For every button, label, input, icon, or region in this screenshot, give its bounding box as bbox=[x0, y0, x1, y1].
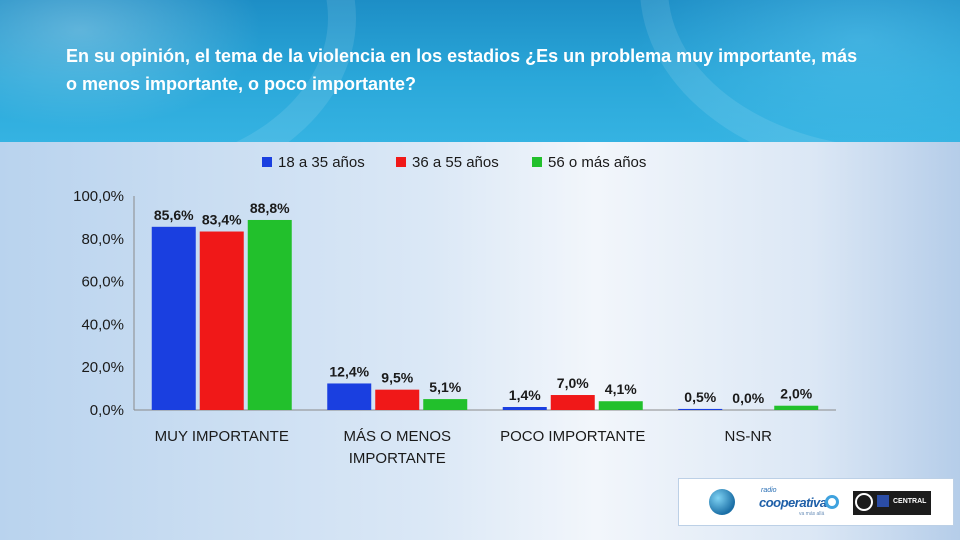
legend-swatch bbox=[262, 157, 272, 167]
data-label: 85,6% bbox=[154, 207, 194, 223]
university-square-icon bbox=[877, 495, 889, 507]
university-seal-icon bbox=[855, 493, 873, 511]
header-banner bbox=[0, 0, 960, 142]
y-tick-label: 20,0% bbox=[81, 359, 124, 376]
bar bbox=[151, 226, 196, 410]
globe-logo-icon bbox=[709, 489, 735, 515]
data-label: 1,4% bbox=[509, 387, 541, 403]
data-label: 0,5% bbox=[684, 389, 716, 405]
data-label: 2,0% bbox=[780, 386, 812, 402]
data-label: 5,1% bbox=[429, 379, 461, 395]
bar bbox=[774, 405, 819, 410]
bar-chart: 18 a 35 años 36 a 55 años 56 o más años 0,0… bbox=[73, 154, 836, 467]
data-label: 88,8% bbox=[250, 200, 290, 216]
cooperativa-logo: radio cooperativa va más allá bbox=[759, 487, 843, 519]
bar bbox=[423, 399, 468, 410]
y-tick-label: 60,0% bbox=[81, 274, 124, 291]
y-tick-label: 0,0% bbox=[90, 402, 124, 419]
data-label: 4,1% bbox=[605, 381, 637, 397]
bar bbox=[598, 401, 643, 410]
cooperativa-logo-text: cooperativa bbox=[759, 495, 827, 510]
data-label: 7,0% bbox=[557, 375, 589, 391]
universidad-central-logo: CENTRAL bbox=[853, 491, 931, 515]
y-tick-label: 80,0% bbox=[81, 231, 124, 248]
legend-swatch bbox=[396, 157, 406, 167]
data-label: 83,4% bbox=[202, 212, 242, 228]
bar bbox=[678, 408, 723, 410]
x-tick-label: POCO IMPORTANTE bbox=[500, 428, 645, 445]
x-tick-label: MUY IMPORTANTE bbox=[155, 428, 289, 445]
data-label: 9,5% bbox=[381, 370, 413, 386]
x-tick-label: IMPORTANTE bbox=[349, 450, 446, 467]
cooperativa-logo-small-text: radio bbox=[761, 487, 777, 494]
bar bbox=[502, 407, 547, 410]
legend-label: 56 o más años bbox=[548, 154, 646, 171]
bar bbox=[247, 219, 292, 410]
legend-label: 18 a 35 años bbox=[278, 154, 365, 171]
bar bbox=[375, 389, 420, 410]
x-tick-label: MÁS O MENOS bbox=[343, 428, 451, 445]
bar bbox=[199, 231, 244, 410]
legend-swatch bbox=[532, 157, 542, 167]
bar bbox=[327, 383, 372, 410]
data-label: 12,4% bbox=[329, 363, 369, 379]
y-tick-label: 40,0% bbox=[81, 316, 124, 333]
cooperativa-tagline: va más allá bbox=[799, 511, 825, 517]
data-label: 0,0% bbox=[732, 390, 764, 406]
universidad-central-text: CENTRAL bbox=[893, 498, 927, 505]
y-tick-label: 100,0% bbox=[73, 188, 124, 205]
x-tick-label: NS-NR bbox=[725, 428, 773, 445]
bar bbox=[550, 395, 595, 410]
legend-label: 36 a 55 años bbox=[412, 154, 499, 171]
cooperativa-ring-icon bbox=[825, 495, 839, 509]
page-title: En su opinión, el tema de la violencia e… bbox=[66, 46, 858, 94]
sponsor-logos: radio cooperativa va más allá CENTRAL bbox=[678, 478, 954, 526]
